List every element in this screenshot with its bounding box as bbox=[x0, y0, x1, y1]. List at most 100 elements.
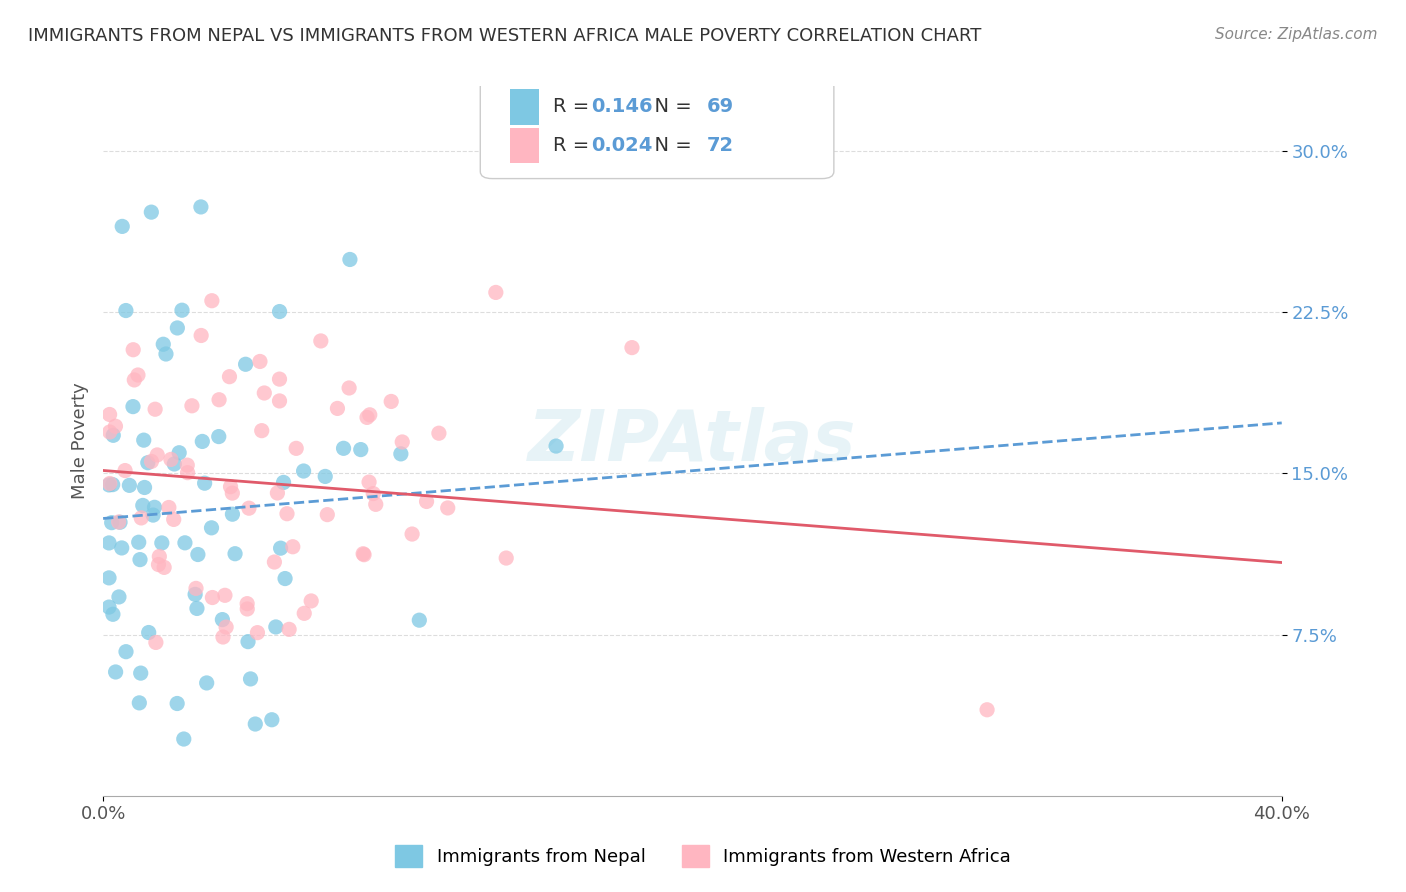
Point bbox=[253, 386, 276, 401]
Point bbox=[107, 515, 129, 529]
Point bbox=[146, 448, 169, 462]
Point bbox=[174, 536, 197, 550]
Point bbox=[415, 494, 437, 508]
Point bbox=[143, 402, 166, 417]
Point bbox=[166, 697, 188, 711]
Point bbox=[215, 620, 238, 634]
Point bbox=[98, 571, 121, 585]
Point bbox=[380, 394, 402, 409]
Point bbox=[155, 347, 177, 361]
Point bbox=[129, 666, 152, 681]
Point bbox=[332, 442, 354, 456]
Point bbox=[167, 446, 190, 460]
Point bbox=[620, 341, 643, 355]
Text: Source: ZipAtlas.com: Source: ZipAtlas.com bbox=[1215, 27, 1378, 42]
Point bbox=[408, 613, 430, 627]
Point bbox=[98, 408, 121, 422]
Point bbox=[100, 516, 122, 530]
Point bbox=[401, 527, 423, 541]
Point bbox=[111, 541, 134, 555]
Point bbox=[98, 536, 121, 550]
Point bbox=[238, 501, 260, 516]
Point bbox=[219, 480, 242, 494]
Point bbox=[98, 600, 121, 615]
Point bbox=[101, 607, 124, 622]
Point bbox=[184, 582, 207, 596]
Point bbox=[108, 515, 131, 529]
Text: N =: N = bbox=[641, 136, 697, 154]
Point bbox=[292, 464, 315, 478]
Point bbox=[299, 594, 322, 608]
Point bbox=[274, 572, 297, 586]
Point bbox=[485, 285, 508, 300]
Point bbox=[250, 424, 273, 438]
Point bbox=[309, 334, 332, 348]
Point bbox=[249, 354, 271, 368]
Point bbox=[314, 469, 336, 483]
Text: R =: R = bbox=[554, 136, 596, 154]
Point bbox=[190, 200, 212, 214]
Point bbox=[218, 369, 240, 384]
Text: ZIPAtlas: ZIPAtlas bbox=[529, 407, 856, 475]
Point bbox=[138, 625, 160, 640]
Point bbox=[270, 541, 292, 556]
Point bbox=[316, 508, 339, 522]
Point bbox=[163, 457, 186, 471]
Text: 0.146: 0.146 bbox=[591, 97, 652, 117]
Point bbox=[236, 602, 259, 616]
Point bbox=[115, 645, 138, 659]
Point bbox=[285, 442, 308, 456]
Point bbox=[111, 219, 134, 234]
Point bbox=[132, 433, 155, 447]
FancyBboxPatch shape bbox=[510, 128, 540, 163]
Point bbox=[356, 410, 378, 425]
Point bbox=[129, 552, 152, 566]
Point bbox=[436, 500, 458, 515]
Point bbox=[98, 425, 121, 439]
Point bbox=[184, 587, 207, 601]
Point bbox=[145, 635, 167, 649]
Point bbox=[337, 381, 360, 395]
Point bbox=[357, 475, 380, 489]
Point bbox=[103, 428, 125, 442]
Point bbox=[153, 560, 176, 574]
Point bbox=[160, 452, 183, 467]
Point bbox=[201, 591, 224, 605]
Point bbox=[427, 426, 450, 441]
Point bbox=[190, 328, 212, 343]
Point bbox=[239, 672, 262, 686]
Point bbox=[235, 357, 257, 371]
Point bbox=[157, 500, 180, 515]
Point bbox=[176, 466, 198, 480]
Point bbox=[173, 732, 195, 747]
Point bbox=[187, 548, 209, 562]
Point bbox=[181, 399, 204, 413]
Point bbox=[211, 613, 233, 627]
Point bbox=[208, 429, 231, 443]
Point bbox=[214, 588, 236, 602]
FancyBboxPatch shape bbox=[510, 89, 540, 125]
Point bbox=[353, 548, 375, 562]
Point bbox=[114, 464, 136, 478]
Point bbox=[129, 511, 152, 525]
Point bbox=[359, 408, 381, 422]
Point bbox=[201, 293, 224, 308]
Y-axis label: Male Poverty: Male Poverty bbox=[72, 383, 89, 500]
Point bbox=[391, 434, 413, 449]
Point bbox=[132, 499, 155, 513]
Text: IMMIGRANTS FROM NEPAL VS IMMIGRANTS FROM WESTERN AFRICA MALE POVERTY CORRELATION: IMMIGRANTS FROM NEPAL VS IMMIGRANTS FROM… bbox=[28, 27, 981, 45]
Point bbox=[224, 547, 246, 561]
Point bbox=[191, 434, 214, 449]
Point bbox=[166, 321, 188, 335]
FancyBboxPatch shape bbox=[481, 79, 834, 178]
Point bbox=[269, 393, 291, 408]
Text: N =: N = bbox=[641, 97, 697, 117]
Point bbox=[263, 555, 285, 569]
Text: 69: 69 bbox=[707, 97, 734, 117]
Point bbox=[236, 597, 259, 611]
Point bbox=[273, 475, 295, 490]
Point bbox=[269, 304, 291, 318]
Point bbox=[128, 535, 150, 549]
Point bbox=[364, 497, 387, 511]
Point bbox=[976, 703, 998, 717]
